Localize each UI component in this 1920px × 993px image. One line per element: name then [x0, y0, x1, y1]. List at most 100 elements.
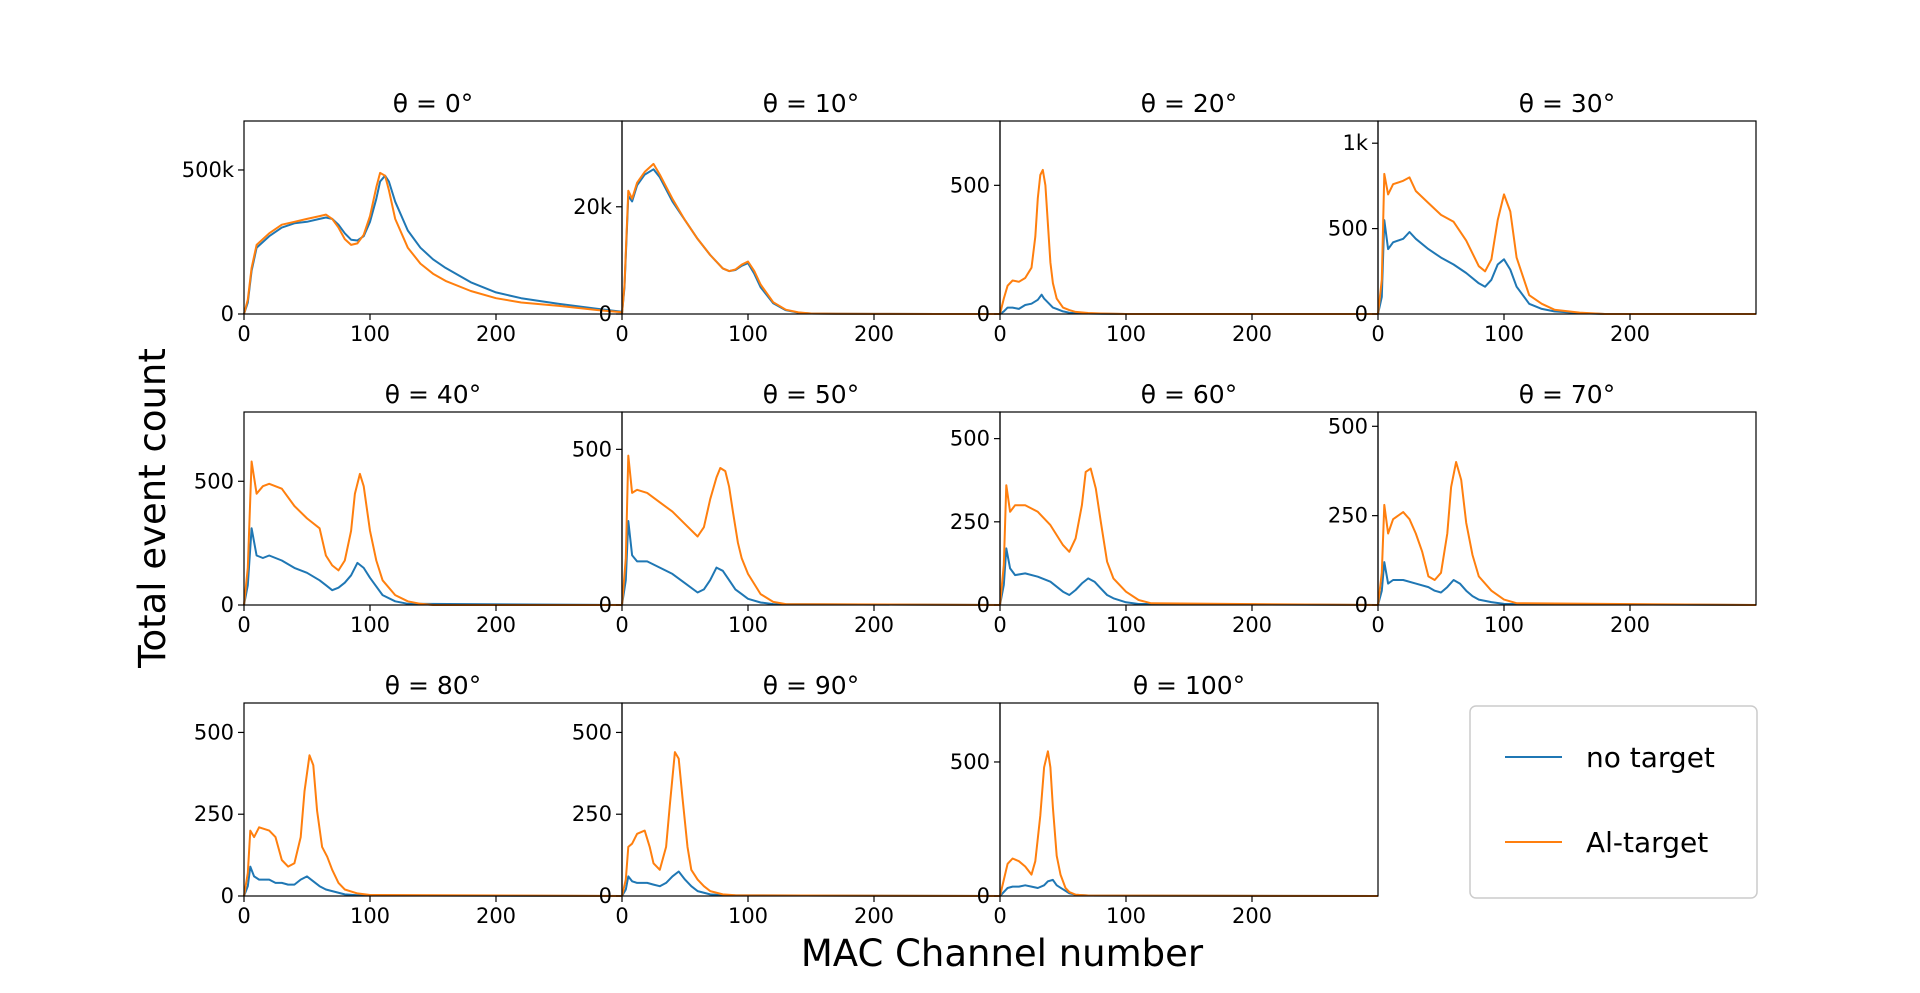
subplot-panel: 0 100 200 0 500 θ = 20° [950, 89, 1379, 346]
x-tick-label: 200 [854, 904, 894, 928]
series-line-al-target [1377, 461, 1757, 606]
y-tick-label: 250 [194, 802, 234, 826]
panel-title: θ = 90° [763, 671, 859, 700]
x-tick-label: 0 [237, 613, 250, 637]
y-tick-label: 250 [1328, 504, 1368, 528]
x-tick-label: 0 [615, 322, 628, 346]
panel-title: θ = 10° [763, 89, 859, 118]
panel-title: θ = 70° [1519, 380, 1615, 409]
x-tick-label: 100 [1106, 613, 1146, 637]
y-tick-label: 0 [599, 302, 612, 326]
x-tick-label: 200 [476, 322, 516, 346]
series-line-no-target [1377, 561, 1757, 606]
subplot-panel: 0 100 200 0 250 500 θ = 70° [1328, 380, 1757, 637]
x-tick-label: 100 [728, 322, 768, 346]
x-tick-label: 100 [350, 904, 390, 928]
panel-title: θ = 30° [1519, 89, 1615, 118]
panel-frame [243, 411, 623, 606]
subplot-panel: 0 100 200 0 500 1k θ = 30° [1328, 89, 1757, 346]
x-tick-label: 200 [854, 613, 894, 637]
panel-frame [243, 702, 623, 897]
panel-frame [621, 411, 1001, 606]
panel-title: θ = 50° [763, 380, 859, 409]
series-line-no-target [243, 174, 623, 315]
y-tick-label: 500 [194, 720, 234, 744]
y-tick-label: 1k [1342, 131, 1368, 155]
series-line-no-target [999, 878, 1379, 897]
series-line-al-target [1377, 172, 1756, 315]
x-tick-label: 0 [993, 904, 1006, 928]
panel-title: θ = 40° [385, 380, 481, 409]
x-tick-label: 100 [350, 322, 390, 346]
series-line-al-target [243, 460, 622, 606]
x-tick-label: 0 [1371, 322, 1384, 346]
series-line-no-target [621, 168, 1000, 315]
x-tick-label: 200 [854, 322, 894, 346]
x-tick-label: 200 [1232, 613, 1272, 637]
series-line-al-target [243, 171, 623, 315]
x-axis-title: MAC Channel number [801, 932, 1204, 975]
subplot-panel: 0 100 200 0 20k θ = 10° [573, 89, 1001, 346]
panel-frame [621, 702, 1001, 897]
y-tick-label: 500 [1328, 217, 1368, 241]
panel-frame [621, 120, 1001, 315]
panel-frame [1377, 120, 1757, 315]
y-tick-label: 0 [977, 302, 990, 326]
x-tick-label: 200 [1610, 613, 1650, 637]
x-tick-label: 100 [728, 904, 768, 928]
series-line-no-target [1377, 219, 1756, 315]
x-tick-label: 100 [1106, 904, 1146, 928]
y-tick-label: 0 [221, 593, 234, 617]
series-line-no-target [621, 520, 1001, 606]
y-tick-label: 250 [950, 510, 990, 534]
series-line-al-target [243, 754, 623, 897]
y-tick-label: 20k [573, 195, 613, 219]
panel-frame [999, 411, 1379, 606]
y-tick-label: 0 [977, 593, 990, 617]
y-tick-label: 0 [599, 593, 612, 617]
panel-frame [243, 120, 623, 315]
panel-frame [999, 702, 1379, 897]
x-tick-label: 0 [615, 613, 628, 637]
series-line-no-target [999, 547, 1379, 606]
x-tick-label: 100 [728, 613, 768, 637]
y-tick-label: 250 [572, 802, 612, 826]
y-tick-label: 0 [1355, 302, 1368, 326]
series-line-al-target [999, 750, 1379, 897]
x-tick-label: 200 [1610, 322, 1650, 346]
x-tick-label: 200 [1232, 904, 1272, 928]
legend-label-no-target: no target [1586, 741, 1715, 774]
y-tick-label: 0 [221, 302, 234, 326]
series-line-no-target [621, 870, 1001, 897]
subplot-panel: 0 100 200 0 250 500 θ = 60° [950, 380, 1379, 637]
panel-title: θ = 100° [1133, 671, 1245, 700]
y-tick-label: 0 [1355, 593, 1368, 617]
y-tick-label: 500 [950, 173, 990, 197]
x-tick-label: 0 [615, 904, 628, 928]
y-tick-label: 500 [194, 469, 234, 493]
legend-label-al-target: Al-target [1586, 826, 1708, 859]
y-tick-label: 500 [1328, 414, 1368, 438]
panel-title: θ = 60° [1141, 380, 1237, 409]
series-line-no-target [243, 865, 623, 897]
y-tick-label: 500 [950, 750, 990, 774]
series-line-al-target [621, 751, 1001, 897]
x-tick-label: 0 [993, 322, 1006, 346]
x-tick-label: 200 [1232, 322, 1272, 346]
y-tick-label: 500k [182, 158, 235, 182]
x-tick-label: 100 [350, 613, 390, 637]
x-tick-label: 100 [1484, 322, 1524, 346]
x-tick-label: 200 [476, 613, 516, 637]
panel-title: θ = 0° [393, 89, 474, 118]
x-tick-label: 100 [1484, 613, 1524, 637]
x-tick-label: 0 [237, 322, 250, 346]
panel-title: θ = 20° [1141, 89, 1237, 118]
x-tick-label: 200 [476, 904, 516, 928]
subplot-panel: 0 100 200 0 500 θ = 40° [194, 380, 623, 637]
x-tick-label: 100 [1106, 322, 1146, 346]
y-tick-label: 500 [572, 437, 612, 461]
subplot-panel: 0 100 200 0 500 θ = 50° [572, 380, 1001, 637]
legend-box [1469, 705, 1758, 899]
legend: no target Al-target [1469, 705, 1758, 899]
